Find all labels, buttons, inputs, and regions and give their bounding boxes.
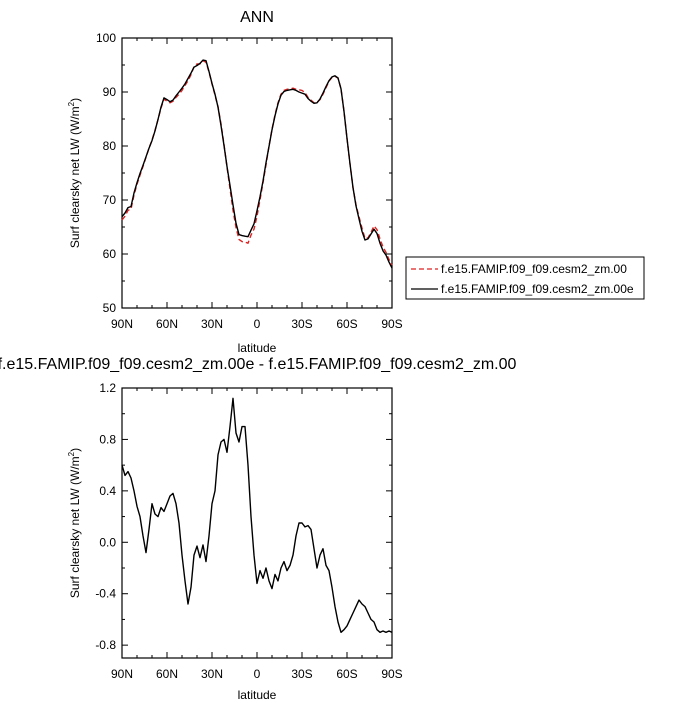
top-xtick-label: 60S <box>336 317 357 331</box>
top-xtick-label: 30N <box>201 317 223 331</box>
bottom-y-axis-label-sup: 2 <box>67 451 76 456</box>
bottom-xtick-label: 30N <box>201 667 223 681</box>
top-chart-title: ANN <box>240 9 274 26</box>
top-ytick-label: 70 <box>103 193 117 207</box>
bottom-ytick-label: 1.2 <box>99 381 116 395</box>
top-y-axis-label-main: Surf clearsky net LW (W/m <box>68 106 82 248</box>
bottom-ytick-label: 0.8 <box>99 432 116 446</box>
bottom-xtick-label: 60S <box>336 667 357 681</box>
legend-label-dashed: f.e15.FAMIP.f09_f09.cesm2_zm.00 <box>441 262 627 276</box>
top-line-chart: ANN 90N 60N 30N 0 30S 60S 90S 50 60 70 80 90 100 lat… <box>67 9 403 355</box>
top-ytick-label: 100 <box>96 31 116 45</box>
top-xtick-label: 30S <box>291 317 312 331</box>
top-x-axis-label: latitude <box>238 341 277 355</box>
bottom-y-axis-label-main: Surf clearsky net LW (W/m <box>68 456 82 598</box>
top-ytick-label: 90 <box>103 85 117 99</box>
bottom-xtick-label: 0 <box>254 667 261 681</box>
bottom-series-lines <box>121 397 393 633</box>
top-xtick-label: 0 <box>254 317 261 331</box>
bottom-ytick-label: -0.4 <box>95 587 116 601</box>
top-series-line-1 <box>121 59 393 269</box>
bottom-y-axis-label-end: ) <box>68 448 82 452</box>
bottom-series-line-0 <box>121 397 393 633</box>
top-ytick-label: 60 <box>103 247 117 261</box>
legend-frame <box>405 256 645 300</box>
top-series-line-0 <box>121 60 393 266</box>
top-ticks <box>121 37 393 309</box>
bottom-line-chart: f.e15.FAMIP.f09_f09.cesm2_zm.00e - f.e15… <box>0 356 517 702</box>
top-series-lines <box>121 59 393 269</box>
bottom-xtick-label: 90N <box>111 667 133 681</box>
bottom-y-axis-label: Surf clearsky net LW (W/m2) <box>67 448 82 598</box>
top-tick-labels: 90N 60N 30N 0 30S 60S 90S 50 60 70 80 90 100 <box>96 31 403 331</box>
top-xtick-label: 90S <box>381 317 402 331</box>
bottom-xtick-label: 30S <box>291 667 312 681</box>
bottom-x-axis-label: latitude <box>238 688 277 702</box>
top-y-axis-label: Surf clearsky net LW (W/m2) <box>67 98 82 248</box>
top-ytick-label: 80 <box>103 139 117 153</box>
top-ytick-label: 50 <box>103 301 117 315</box>
bottom-tick-labels: 90N 60N 30N 0 30S 60S 90S -0.8 -0.4 0.0 0.4 0.8 1.2 <box>95 381 402 681</box>
top-xtick-label: 60N <box>156 317 178 331</box>
top-xtick-label: 90N <box>111 317 133 331</box>
top-y-axis-label-end: ) <box>68 98 82 102</box>
bottom-xtick-label: 60N <box>156 667 178 681</box>
bottom-ticks <box>121 387 393 658</box>
legend: f.e15.FAMIP.f09_f09.cesm2_zm.00 f.e15.FA… <box>405 256 645 300</box>
bottom-chart-title: f.e15.FAMIP.f09_f09.cesm2_zm.00e - f.e15… <box>0 356 517 373</box>
bottom-ytick-label: 0.4 <box>99 484 116 498</box>
top-y-axis-label-sup: 2 <box>67 101 76 106</box>
bottom-ytick-label: -0.8 <box>95 638 116 652</box>
bottom-xtick-label: 90S <box>381 667 402 681</box>
bottom-ytick-label: 0.0 <box>99 535 116 549</box>
legend-label-solid: f.e15.FAMIP.f09_f09.cesm2_zm.00e <box>441 282 634 296</box>
